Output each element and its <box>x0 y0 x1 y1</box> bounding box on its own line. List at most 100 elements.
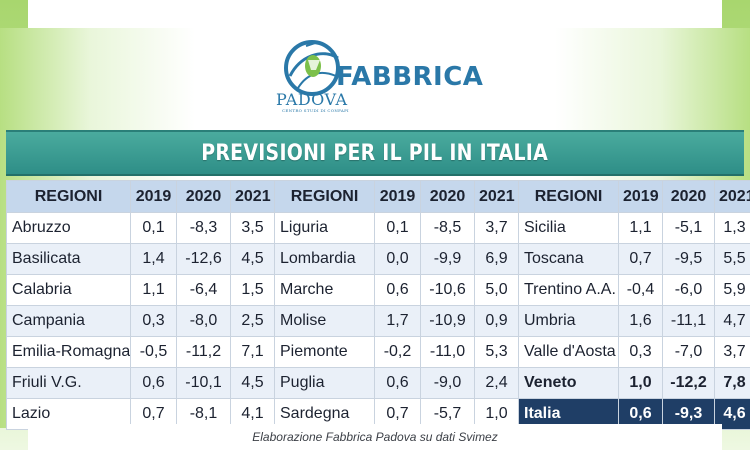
title-banner: PREVISIONI PER IL PIL IN ITALIA <box>6 130 744 176</box>
forecast-value-cell: 4,6 <box>714 398 750 430</box>
region-name-cell: Lombardia <box>274 243 375 275</box>
region-name-cell: Sicilia <box>518 212 619 244</box>
forecast-value-cell: -12,6 <box>176 243 231 275</box>
forecast-value-cell: 1,5 <box>230 274 275 306</box>
forecast-value-cell: 3,5 <box>230 212 275 244</box>
logo-city: PADOVA <box>276 90 348 109</box>
gdp-forecast-table: REGIONI 2019 2020 2021 REGIONI 2019 2020 2021 RE… <box>6 180 750 430</box>
top-strip <box>28 0 722 28</box>
forecast-value-cell: 0,9 <box>474 305 519 337</box>
forecast-value-cell: -6,0 <box>662 274 715 306</box>
region-name-cell: Campania <box>6 305 131 337</box>
forecast-value-cell: -0,4 <box>618 274 663 306</box>
forecast-value-cell: 3,7 <box>714 336 750 368</box>
forecast-value-cell: 4,5 <box>230 243 275 275</box>
column-header-year: 2021 <box>474 180 519 213</box>
source-caption: Elaborazione Fabbrica Padova su dati Svi… <box>252 430 498 444</box>
region-name-cell: Toscana <box>518 243 619 275</box>
forecast-value-cell: 6,9 <box>474 243 519 275</box>
forecast-value-cell: 0,6 <box>130 367 177 399</box>
forecast-value-cell: 0,0 <box>374 243 421 275</box>
forecast-value-cell: 4,5 <box>230 367 275 399</box>
column-header-year: 2020 <box>176 180 231 213</box>
region-name-cell: Friuli V.G. <box>6 367 131 399</box>
table-row: Friuli V.G. 0,6 -10,1 4,5 Puglia 0,6 -9,0 2,4 Ve… <box>6 367 750 399</box>
logo-word: FABBRICA <box>336 62 484 92</box>
forecast-value-cell: 3,7 <box>474 212 519 244</box>
forecast-value-cell: -8,3 <box>176 212 231 244</box>
region-name-cell: Molise <box>274 305 375 337</box>
globe-logo-icon <box>284 40 340 96</box>
column-header-year: 2020 <box>662 180 715 213</box>
region-name-cell: Umbria <box>518 305 619 337</box>
region-name-cell: Veneto <box>518 367 619 399</box>
page-title: PREVISIONI PER IL PIL IN ITALIA <box>201 140 549 166</box>
forecast-value-cell: 1,4 <box>130 243 177 275</box>
region-name-cell: Marche <box>274 274 375 306</box>
forecast-value-cell: -9,0 <box>420 367 475 399</box>
forecast-value-cell: -9,5 <box>662 243 715 275</box>
forecast-value-cell: 7,1 <box>230 336 275 368</box>
forecast-value-cell: -11,1 <box>662 305 715 337</box>
forecast-value-cell: 0,3 <box>618 336 663 368</box>
region-name-cell: Calabria <box>6 274 131 306</box>
table-row: Campania 0,3 -8,0 2,5 Molise 1,7 -10,9 0,9 Umbri… <box>6 305 750 337</box>
column-header-regioni: REGIONI <box>274 180 375 213</box>
column-header-regioni: REGIONI <box>6 180 131 213</box>
forecast-value-cell: 1,3 <box>714 212 750 244</box>
forecast-value-cell: -9,9 <box>420 243 475 275</box>
column-header-year: 2019 <box>618 180 663 213</box>
column-header-year: 2021 <box>714 180 750 213</box>
forecast-value-cell: -8,0 <box>176 305 231 337</box>
column-header-year: 2019 <box>130 180 177 213</box>
forecast-value-cell: 5,0 <box>474 274 519 306</box>
forecast-value-cell: -11,0 <box>420 336 475 368</box>
forecast-value-cell: 2,5 <box>230 305 275 337</box>
forecast-value-cell: -10,9 <box>420 305 475 337</box>
forecast-value-cell: 5,9 <box>714 274 750 306</box>
region-name-cell: Valle d'Aosta <box>518 336 619 368</box>
forecast-value-cell: -0,2 <box>374 336 421 368</box>
forecast-value-cell: 1,6 <box>618 305 663 337</box>
region-name-cell: Abruzzo <box>6 212 131 244</box>
forecast-value-cell: 1,0 <box>618 367 663 399</box>
forecast-value-cell: -11,2 <box>176 336 231 368</box>
forecast-value-cell: 0,3 <box>130 305 177 337</box>
forecast-value-cell: 1,1 <box>618 212 663 244</box>
table-container: REGIONI 2019 2020 2021 REGIONI 2019 2020 2021 RE… <box>6 180 750 430</box>
forecast-value-cell: -6,4 <box>176 274 231 306</box>
forecast-value-cell: 1,7 <box>374 305 421 337</box>
table-row: Emilia-Romagna -0,5 -11,2 7,1 Piemonte -0,2 -1… <box>6 336 750 368</box>
forecast-value-cell: -5,1 <box>662 212 715 244</box>
forecast-value-cell: -8,5 <box>420 212 475 244</box>
column-header-year: 2019 <box>374 180 421 213</box>
region-name-cell: Piemonte <box>274 336 375 368</box>
forecast-value-cell: 0,1 <box>374 212 421 244</box>
forecast-value-cell: 0,6 <box>374 367 421 399</box>
region-name-cell: Trentino A.A. <box>518 274 619 306</box>
table-row: Abruzzo 0,1 -8,3 3,5 Liguria 0,1 -8,5 3,7 Sicili… <box>6 212 750 244</box>
region-name-cell: Emilia-Romagna <box>6 336 131 368</box>
forecast-value-cell: 0,6 <box>374 274 421 306</box>
region-name-cell: Puglia <box>274 367 375 399</box>
forecast-value-cell: -0,5 <box>130 336 177 368</box>
column-header-year: 2021 <box>230 180 275 213</box>
forecast-value-cell: 1,1 <box>130 274 177 306</box>
forecast-value-cell: 4,7 <box>714 305 750 337</box>
logo-subtitle: CENTRO STUDI DI CONFAPI <box>282 108 349 113</box>
caption-area <box>28 424 722 450</box>
forecast-value-cell: 5,3 <box>474 336 519 368</box>
forecast-value-cell: 0,7 <box>618 243 663 275</box>
forecast-value-cell: 2,4 <box>474 367 519 399</box>
table-row: Basilicata 1,4 -12,6 4,5 Lombardia 0,0 -9,9 6,9… <box>6 243 750 275</box>
forecast-value-cell: -10,6 <box>420 274 475 306</box>
forecast-value-cell: 0,1 <box>130 212 177 244</box>
column-header-regioni: REGIONI <box>518 180 619 213</box>
forecast-value-cell: -12,2 <box>662 367 715 399</box>
header-row: REGIONI 2019 2020 2021 REGIONI 2019 2020 2021 RE… <box>6 180 750 213</box>
forecast-value-cell: 7,8 <box>714 367 750 399</box>
column-header-year: 2020 <box>420 180 475 213</box>
fabbrica-padova-logo: FABBRICA PADOVA CENTRO STUDI DI CONFAPI <box>270 36 500 113</box>
table-row: Calabria 1,1 -6,4 1,5 Marche 0,6 -10,6 5,0 Trent… <box>6 274 750 306</box>
region-name-cell: Basilicata <box>6 243 131 275</box>
